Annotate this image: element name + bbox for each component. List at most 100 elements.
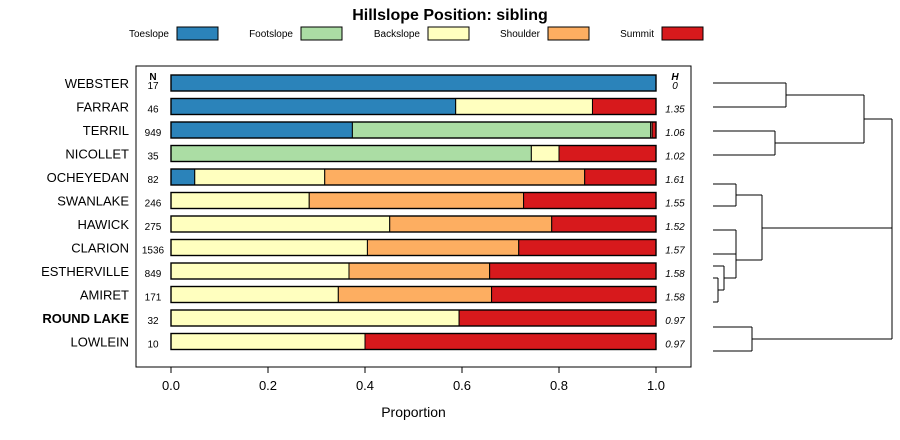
bar-segment-backslope bbox=[170, 239, 368, 256]
row-lowlein: LOWLEIN 10 0.97 bbox=[70, 332, 685, 351]
bar-segment-summit bbox=[558, 145, 657, 162]
legend-swatch-summit bbox=[661, 26, 704, 41]
bar-segment-shoulder bbox=[308, 192, 525, 209]
bar-segment-shoulder bbox=[348, 262, 491, 280]
row-h-value: 1.35 bbox=[665, 105, 685, 116]
row-h-value: 1.58 bbox=[665, 269, 685, 280]
row-webster: WEBSTER 17 0 bbox=[65, 74, 678, 92]
row-clarion: CLARION 1536 1.57 bbox=[71, 238, 685, 257]
bar-segment-backslope bbox=[170, 309, 460, 327]
bar-segment-shoulder bbox=[324, 168, 586, 186]
legend-label-toeslope: Toeslope bbox=[129, 29, 169, 40]
bar-outline bbox=[170, 74, 657, 92]
dendrogram bbox=[713, 82, 893, 352]
bar-segment-backslope bbox=[530, 145, 560, 162]
legend-swatch-shoulder bbox=[547, 26, 590, 41]
chart-title: Hillslope Position: sibling bbox=[352, 7, 548, 24]
row-n-value: 275 bbox=[145, 222, 162, 233]
bar-segment-backslope bbox=[170, 192, 310, 209]
bar-segment-footslope bbox=[170, 145, 532, 162]
x-tick-label: 1.0 bbox=[647, 378, 665, 393]
bar-segment-shoulder bbox=[389, 215, 553, 233]
row-n-value: 1536 bbox=[142, 246, 165, 257]
bar-segment-toeslope bbox=[170, 121, 353, 139]
row-amiret: AMIRET 171 1.58 bbox=[80, 285, 685, 304]
bar-outline bbox=[170, 97, 657, 116]
bar-segment-summit bbox=[551, 215, 657, 233]
row-n-value: 82 bbox=[147, 175, 159, 186]
bar-segment-toeslope bbox=[170, 168, 196, 186]
bar-segment-backslope bbox=[170, 333, 366, 350]
legend-label-footslope: Footslope bbox=[249, 29, 293, 40]
row-swanlake: SWANLAKE 246 1.55 bbox=[57, 191, 685, 210]
legend-label-shoulder: Shoulder bbox=[500, 29, 541, 40]
row-label: ROUND LAKE bbox=[42, 311, 129, 326]
row-nicollet: NICOLLET 35 1.02 bbox=[65, 144, 685, 163]
bar-segment-summit bbox=[523, 192, 657, 209]
legend-swatch-footslope bbox=[300, 26, 343, 41]
row-label: SWANLAKE bbox=[57, 194, 129, 209]
legend-swatch-backslope bbox=[427, 26, 470, 41]
n-column-header: N bbox=[149, 72, 156, 83]
legend-label-summit: Summit bbox=[620, 29, 654, 40]
bar-segment-toeslope bbox=[170, 98, 457, 115]
row-n-value: 10 bbox=[147, 340, 159, 351]
bar-segment-summit bbox=[584, 168, 657, 186]
row-label: FARRAR bbox=[76, 100, 129, 115]
bar-segment-summit bbox=[489, 262, 657, 280]
row-label: TERRIL bbox=[83, 123, 129, 138]
row-n-value: 35 bbox=[147, 152, 159, 163]
bar-segment-backslope bbox=[170, 262, 350, 280]
bar-segment-summit bbox=[458, 309, 657, 327]
row-label: WEBSTER bbox=[65, 76, 129, 91]
legend-swatch-toeslope bbox=[176, 26, 219, 41]
row-farrar: FARRAR 46 1.35 bbox=[76, 97, 685, 116]
row-label: OCHEYEDAN bbox=[47, 170, 129, 185]
row-h-value: 0.97 bbox=[665, 340, 685, 351]
bar-segment-backslope bbox=[194, 168, 326, 186]
row-h-value: 1.06 bbox=[665, 128, 685, 139]
row-label: NICOLLET bbox=[65, 147, 129, 162]
row-label: HAWICK bbox=[77, 217, 129, 232]
row-h-value: 1.52 bbox=[665, 222, 685, 233]
x-tick-label: 0.2 bbox=[259, 378, 277, 393]
bar-outline bbox=[170, 309, 657, 327]
x-axis-title: Proportion bbox=[381, 404, 446, 420]
bar-rows: WEBSTER 17 0 FARRAR 46 1.35 TERRIL 949 1.06 NICOL… bbox=[41, 74, 685, 351]
row-hawick: HAWICK 275 1.52 bbox=[77, 215, 685, 233]
bar-segment-shoulder bbox=[337, 286, 493, 303]
bar-segment-footslope bbox=[351, 121, 652, 139]
row-h-value: 1.55 bbox=[665, 199, 685, 210]
h-column-header: H bbox=[671, 72, 679, 83]
row-round-lake: ROUND LAKE 32 0.97 bbox=[42, 309, 685, 327]
row-n-value: 246 bbox=[145, 199, 162, 210]
bar-segment-summit bbox=[491, 286, 657, 303]
bar-segment-toeslope bbox=[170, 74, 657, 92]
row-n-value: 171 bbox=[145, 293, 162, 304]
bar-outline bbox=[170, 332, 657, 351]
bar-segment-backslope bbox=[170, 215, 391, 233]
x-tick-label: 0.4 bbox=[356, 378, 374, 393]
x-tick-label: 0.8 bbox=[550, 378, 568, 393]
bar-segment-summit bbox=[518, 239, 657, 256]
row-h-value: 0 bbox=[672, 81, 678, 92]
row-label: LOWLEIN bbox=[70, 335, 129, 350]
x-tick-label: 0.6 bbox=[453, 378, 471, 393]
bar-outline bbox=[170, 238, 657, 257]
row-h-value: 1.57 bbox=[665, 246, 685, 257]
row-label: ESTHERVILLE bbox=[41, 264, 129, 279]
row-h-value: 1.02 bbox=[665, 152, 685, 163]
row-n-value: 949 bbox=[145, 128, 162, 139]
legend-label-backslope: Backslope bbox=[374, 29, 421, 40]
bar-outline bbox=[170, 168, 657, 186]
bar-segment-shoulder bbox=[366, 239, 520, 256]
row-label: CLARION bbox=[71, 241, 129, 256]
row-label: AMIRET bbox=[80, 288, 129, 303]
row-n-value: 46 bbox=[147, 105, 159, 116]
bar-outline bbox=[170, 191, 657, 210]
x-tick-label: 0.0 bbox=[162, 378, 180, 393]
row-h-value: 1.61 bbox=[665, 175, 684, 186]
bar-outline bbox=[170, 215, 657, 233]
bar-outline bbox=[170, 144, 657, 163]
